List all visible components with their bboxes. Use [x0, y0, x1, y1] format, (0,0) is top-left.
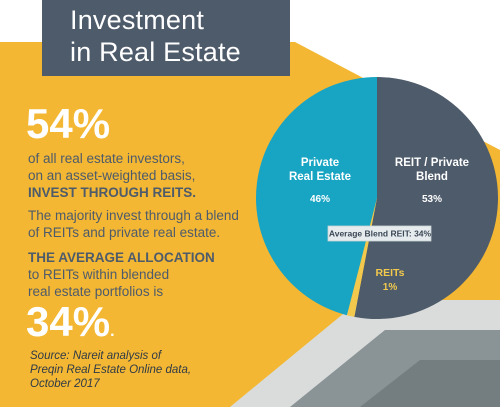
majority-text-line2: of REITs and private real estate. — [28, 225, 221, 240]
source-line1: Source: Nareit analysis of — [30, 350, 162, 362]
stat1-text-line2: on an asset-weighted basis, — [28, 168, 196, 183]
dark-gray-foreground-shape — [360, 360, 500, 407]
stat-34-percent: 34%. — [26, 301, 115, 343]
slice-value-blend: 53% — [422, 194, 442, 205]
annotation-box — [327, 225, 432, 242]
pie-slice-private-real-estate — [256, 77, 377, 316]
slice-label-private-line1: Private — [301, 157, 339, 169]
header-banner: Investment in Real Estate — [42, 0, 290, 76]
slice-label-blend-line2: Blend — [416, 171, 448, 183]
stat-54-percent: 54% — [26, 100, 111, 147]
slice-label-blend-line1: REIT / Private — [395, 157, 469, 169]
avg-allocation-line2: to REITs within blended — [28, 267, 170, 282]
page-title-line2: in Real Estate — [70, 37, 241, 67]
slice-label-private-line2: Real Estate — [289, 171, 351, 183]
stat1-text-line3: INVEST THROUGH REITS. — [28, 185, 197, 200]
slice-label-reits: REITs — [376, 267, 405, 279]
stat2-suffix: . — [110, 323, 115, 340]
stat2-value: 34% — [26, 298, 111, 345]
slice-value-private: 46% — [310, 194, 330, 205]
avg-allocation-line3: real estate portfolios is — [28, 284, 164, 299]
majority-text-line1: The majority invest through a blend — [28, 208, 239, 223]
source-note: Source: Nareit analysis of Preqin Real E… — [30, 349, 191, 391]
source-line2: Preqin Real Estate Online data, — [30, 364, 192, 376]
pie-slices — [256, 77, 499, 319]
slice-value-reits: 1% — [383, 282, 398, 293]
pie-slice-reit-private-blend — [354, 77, 499, 319]
stat1-text-line1: of all real estate investors, — [28, 151, 185, 166]
source-line3: October 2017 — [30, 378, 100, 390]
annotation-text: Average Blend REIT: 34% — [329, 229, 432, 239]
avg-allocation-line1: THE AVERAGE ALLOCATION — [28, 250, 215, 265]
page-title-line1: Investment — [70, 5, 205, 35]
